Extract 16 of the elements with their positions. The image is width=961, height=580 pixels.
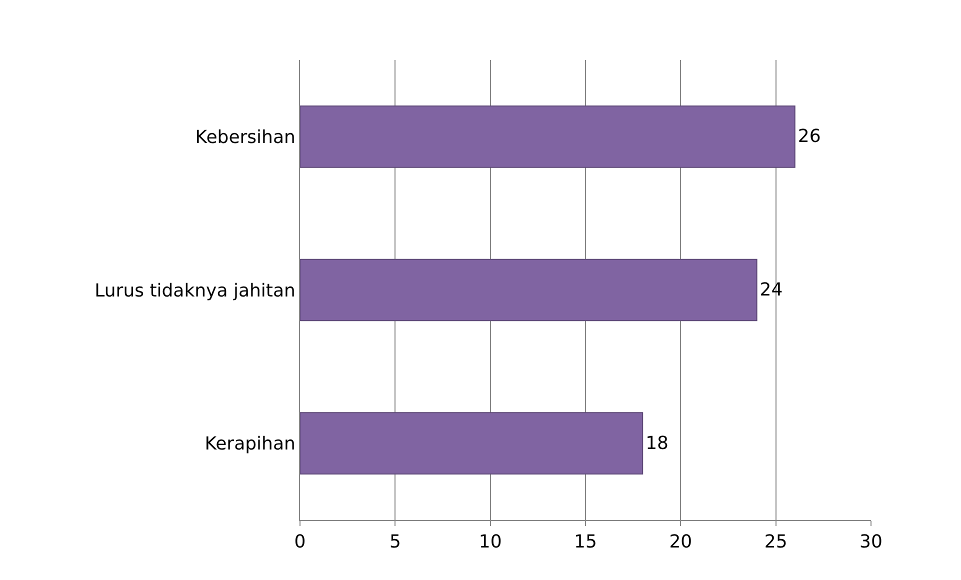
x-tick-label: 5 [389,532,401,553]
x-tick-label: 10 [478,532,502,553]
data-label: 26 [798,126,821,148]
x-tick-label: 20 [669,532,692,553]
y-tick-label: Lurus tidaknya jahitan [94,280,296,302]
data-label: 24 [760,280,783,300]
bar [300,106,796,168]
x-tick-label: 25 [764,532,788,553]
x-tick-label: 30 [860,532,882,553]
x-tick-label: 0 [294,532,306,553]
y-tick-label: Kerapihan [204,434,296,455]
bar [300,412,644,474]
x-tick-label: 15 [574,532,597,553]
data-label: 18 [646,432,669,454]
y-tick-label: Kebersihan [195,126,296,148]
bar [300,258,758,322]
